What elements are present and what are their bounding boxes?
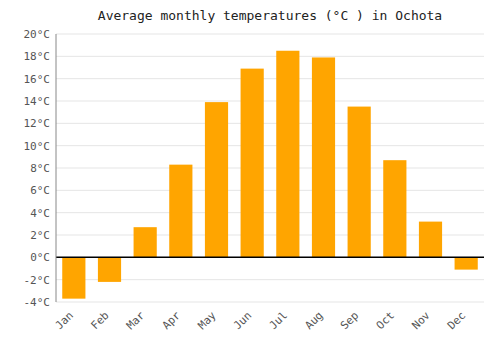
x-tick-label: May bbox=[195, 309, 219, 333]
chart: Average monthly temperatures (°C ) in Oc… bbox=[0, 0, 500, 350]
x-tick-label: Apr bbox=[160, 309, 184, 333]
bar bbox=[62, 257, 85, 298]
y-tick-label: 10°C bbox=[24, 140, 51, 153]
bar bbox=[455, 257, 478, 269]
zero-line bbox=[56, 257, 484, 259]
x-tick-label: Oct bbox=[374, 309, 397, 332]
grid-line bbox=[56, 78, 484, 79]
x-tick-label: Dec bbox=[445, 309, 468, 332]
grid bbox=[56, 34, 484, 302]
grid-line bbox=[56, 101, 484, 102]
y-tick-label: 4°C bbox=[30, 207, 50, 220]
grid-line bbox=[56, 302, 484, 303]
bar bbox=[312, 57, 335, 257]
y-axis-line bbox=[56, 34, 57, 302]
x-tick-label: Nov bbox=[409, 309, 433, 333]
y-tick-label: 18°C bbox=[24, 50, 51, 63]
bar bbox=[98, 257, 121, 282]
x-tick-label: Sep bbox=[338, 309, 361, 332]
y-tick-label: 20°C bbox=[24, 28, 51, 41]
title: Average monthly temperatures (°C ) in Oc… bbox=[98, 8, 442, 23]
bar bbox=[134, 227, 157, 257]
y-tick-label: 8°C bbox=[30, 162, 50, 175]
bar bbox=[348, 107, 371, 258]
grid-line bbox=[56, 123, 484, 124]
bar bbox=[205, 102, 228, 257]
bar bbox=[241, 69, 264, 258]
x-tick-label: Aug bbox=[302, 309, 325, 332]
grid-line bbox=[56, 56, 484, 57]
chart-container: Average monthly temperatures (°C ) in Oc… bbox=[0, 0, 500, 350]
x-tick-label: Jun bbox=[231, 309, 254, 332]
grid-line bbox=[56, 257, 484, 258]
x-tick-label: Jul bbox=[267, 309, 290, 332]
grid-line bbox=[56, 212, 484, 213]
x-tick-label: Mar bbox=[124, 309, 148, 333]
x-tick-label: Jan bbox=[53, 309, 76, 332]
grid-line bbox=[56, 168, 484, 169]
grid-line bbox=[56, 190, 484, 191]
y-tick-label: 16°C bbox=[24, 73, 51, 86]
x-tick-label: Feb bbox=[88, 309, 111, 332]
y-tick-label: 12°C bbox=[24, 117, 51, 130]
y-tick-label: 6°C bbox=[30, 184, 50, 197]
bars bbox=[62, 51, 478, 299]
y-tick-label: 14°C bbox=[24, 95, 51, 108]
y-tick-label: -2°C bbox=[24, 274, 51, 287]
y-tick-label: -4°C bbox=[24, 296, 51, 309]
grid-line bbox=[56, 34, 484, 35]
bar bbox=[383, 160, 406, 257]
y-tick-label: 0°C bbox=[30, 251, 50, 264]
grid-line bbox=[56, 145, 484, 146]
y-tick-label: 2°C bbox=[30, 229, 50, 242]
bar bbox=[169, 165, 192, 258]
bar bbox=[276, 51, 299, 258]
bar bbox=[419, 222, 442, 258]
